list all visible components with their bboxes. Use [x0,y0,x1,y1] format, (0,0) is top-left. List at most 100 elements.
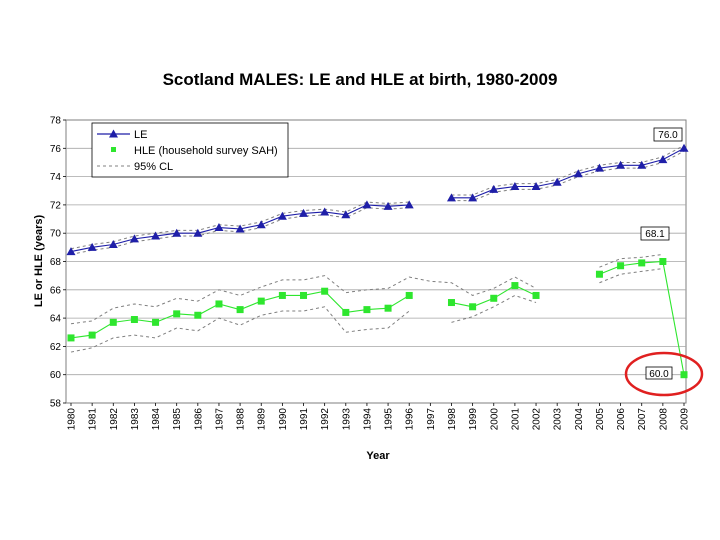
annotation-hle-2008: 68.1 [645,229,665,240]
hle-point-2005 [595,270,603,278]
hle-point-1999 [469,303,477,311]
x-tick-label: 1998 [447,408,458,431]
le-point-2007 [637,160,647,169]
le-point-2006 [616,160,626,169]
chart-title: Scotland MALES: LE and HLE at birth, 198… [162,70,558,89]
hle-point-1994 [363,306,371,314]
hle-point-2002 [532,291,540,299]
le-point-1990 [277,211,287,220]
le-point-1996 [404,200,414,209]
hle-point-1992 [321,287,329,295]
legend-hle-marker [111,147,116,152]
y-tick-label: 74 [50,172,62,183]
hle-point-1985 [173,310,181,318]
le-point-1994 [362,200,372,209]
x-tick-label: 1999 [468,408,479,431]
hle-point-1991 [300,291,308,299]
y-tick-label: 62 [50,342,62,353]
le-point-1993 [341,210,351,219]
x-tick-label: 1983 [130,408,141,431]
hle-point-2001 [511,282,519,290]
le-point-1980 [66,247,76,256]
hle-point-2000 [490,294,498,302]
y-tick-label: 78 [50,116,62,127]
x-tick-label: 1984 [151,408,162,431]
y-tick-label: 70 [50,229,62,240]
le-point-2001 [510,182,520,191]
le-point-2008 [658,155,668,164]
hle-point-1982 [109,318,117,326]
x-tick-label: 1982 [109,408,120,431]
hle-point-1990 [278,291,286,299]
le-point-1983 [129,234,139,243]
annotation-box-le-2009 [653,127,683,142]
le-line [451,147,685,199]
le-point-1984 [151,231,161,240]
le-point-1988 [235,224,245,233]
hle-point-1998 [447,299,455,307]
le-point-1995 [383,201,393,210]
legend: LE HLE (household survey SAH) 95% CL [91,122,289,178]
annotation-box-hle-2009 [645,366,673,380]
hle-ci-upper-line [599,253,663,268]
hle-point-1993 [342,308,350,316]
x-tick-label: 1995 [384,408,395,431]
le-point-2002 [531,182,541,191]
le-point-1989 [256,220,266,229]
x-tick-label: 2001 [510,408,521,431]
hle-point-1983 [130,316,138,324]
x-tick-label: 2005 [595,408,606,431]
y-axis-label: LE or HLE (years) [33,215,45,308]
le-point-2003 [552,177,562,186]
le-point-2004 [573,169,583,178]
legend-cl-label: 95% CL [134,161,173,173]
y-tick-label: 72 [50,200,62,211]
le-point-1998 [446,193,456,202]
y-tick-label: 58 [50,399,62,410]
x-tick-label: 1981 [88,408,99,431]
y-tick-label: 68 [50,257,62,268]
x-tick-label: 2008 [658,408,669,431]
le-point-1981 [87,242,97,251]
hle-ci-lower-line [599,268,663,284]
le-ci-upper-line [451,145,685,196]
x-tick-label: 2009 [680,408,691,431]
le-point-2005 [594,163,604,172]
x-tick-label: 1980 [67,408,78,431]
hle-point-2006 [617,262,625,270]
hle-point-2008 [659,258,667,265]
x-tick-label: 1996 [405,408,416,431]
legend-box [91,122,289,178]
x-tick-label: 1994 [362,408,373,431]
le-point-1985 [172,228,182,237]
x-axis-label: Year [366,450,390,462]
y-tick-label: 64 [50,314,62,325]
le-point-2000 [489,184,499,193]
x-tick-label: 1990 [278,408,289,431]
hle-point-1980 [67,334,75,342]
x-tick-label: 2003 [553,408,564,431]
hle-point-1987 [215,300,223,308]
hle-ci-lower-line [451,294,537,323]
x-tick-label: 2002 [532,408,543,431]
x-tick-label: 1993 [341,408,352,431]
le-point-1991 [299,208,309,217]
x-tick-label: 1997 [426,408,437,431]
y-tick-label: 60 [50,370,62,381]
highlight-circle [624,351,704,397]
hle-point-1981 [88,331,96,339]
le-point-1982 [108,240,118,249]
legend-le-marker [109,129,118,138]
legend-hle-label: HLE (household survey SAH) [134,145,278,157]
y-tick-label: 66 [50,285,62,296]
hle-point-1984 [152,318,160,326]
hle-point-2009 [680,371,688,379]
x-tick-label: 2004 [574,408,585,431]
x-tick-label: 2006 [616,408,627,431]
x-tick-label: 1987 [214,408,225,431]
hle-point-1986 [194,311,202,319]
x-tick-label: 1985 [172,408,183,431]
x-tick-label: 1992 [320,408,331,431]
x-tick-label: 1991 [299,408,310,431]
hle-point-2007 [638,259,646,267]
